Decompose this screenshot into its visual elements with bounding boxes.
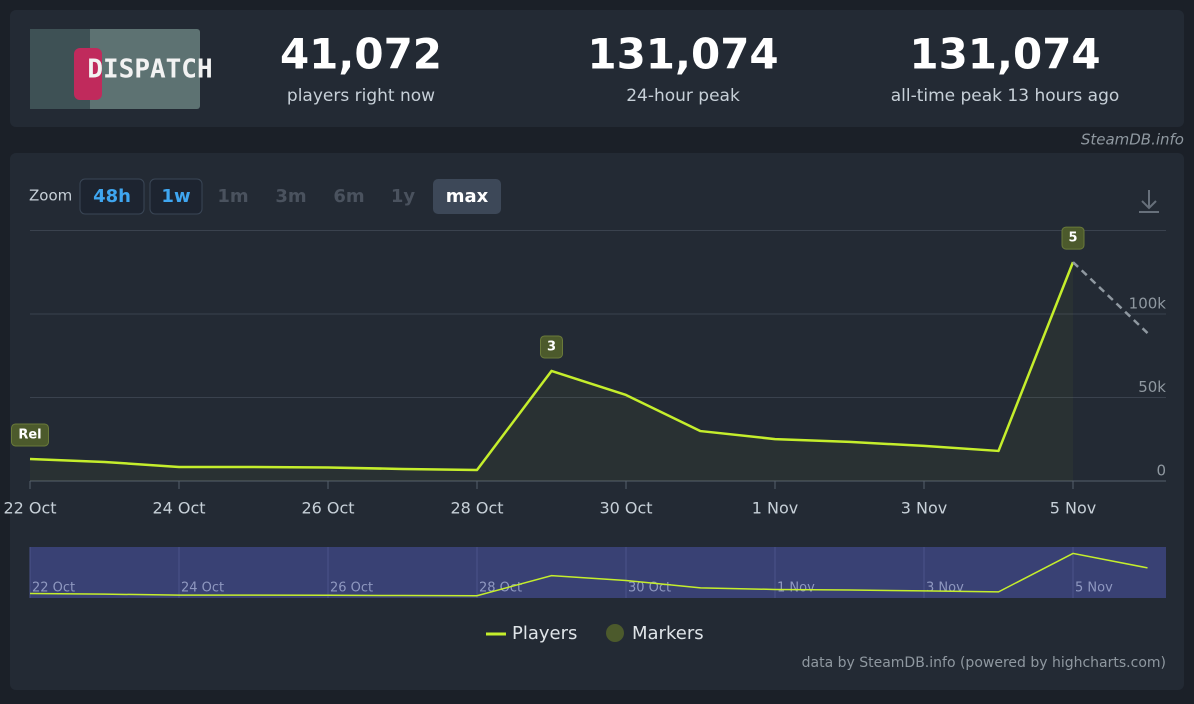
x-tick-label: 28 Oct (450, 499, 503, 518)
stat-label: 24-hour peak (626, 86, 740, 106)
zoom-button[interactable]: 6m (333, 186, 364, 207)
projected-line (1072, 261, 1149, 334)
zoom-button[interactable]: 48h (93, 186, 131, 207)
legend-marker-symbol (606, 624, 624, 642)
zoom-button-bg[interactable] (79, 178, 145, 215)
plot: 0 50k 100k 22 Oct 24 Oct 26 Oct 28 Oct 30 Oct 1 … (3, 226, 1167, 518)
marker-flag[interactable] (11, 423, 49, 447)
zoom-button[interactable]: 3m (275, 186, 306, 207)
stats-panel (10, 10, 1184, 127)
x-tick-label: 1 Nov (752, 499, 799, 518)
game-logo: DISPATCH (87, 55, 212, 85)
zoom-button-bg[interactable] (149, 178, 203, 215)
stat-label: players right now (287, 86, 435, 106)
x-tick-label: 24 Oct (152, 499, 205, 518)
zoom-button[interactable]: max (446, 186, 489, 207)
navigator-label: 5 Nov (1075, 581, 1113, 596)
navigator-content: 22 Oct 24 Oct 26 Oct 28 Oct 30 Oct 1 Nov 3 Nov… (29, 547, 1148, 598)
download-icon[interactable] (1139, 190, 1159, 213)
navigator-line (29, 552, 1148, 597)
zoom-button[interactable]: 1y (391, 186, 416, 207)
marker-label[interactable]: 5 (1068, 231, 1077, 246)
legend-entry[interactable]: Players (512, 623, 577, 644)
stat-value: 131,074 (909, 30, 1100, 79)
stat-value: 41,072 (280, 30, 442, 79)
y-tick-label: 100k (1129, 295, 1167, 313)
x-tick-label: 26 Oct (301, 499, 354, 518)
line (29, 261, 1075, 472)
stat-value: 131,074 (587, 30, 778, 79)
x-tick-label: 5 Nov (1050, 499, 1097, 518)
zoom-button[interactable]: 1m (217, 186, 248, 207)
navigator-label: 24 Oct (181, 581, 224, 596)
y-tick-label: 50k (1138, 378, 1166, 396)
zoom-button[interactable]: 1w (161, 186, 190, 207)
navigator-label: 26 Oct (330, 581, 373, 596)
zoom-button-bg[interactable] (433, 179, 501, 214)
credit: data by SteamDB.info (powered by highcha… (802, 655, 1166, 671)
source-link[interactable]: SteamDB.info (1081, 131, 1184, 149)
legend-entry[interactable]: Markers (632, 623, 704, 644)
x-tick-label: 30 Oct (599, 499, 652, 518)
marker-flag[interactable] (1061, 226, 1085, 250)
navigator-label: 1 Nov (777, 581, 815, 596)
marker-flag[interactable] (540, 335, 563, 359)
y-tick-label: 0 (1156, 462, 1166, 480)
navigator-label: 22 Oct (32, 581, 75, 596)
x-tick-label: 22 Oct (3, 499, 56, 518)
x-tick-label: 3 Nov (901, 499, 948, 518)
marker-label[interactable]: 3 (547, 339, 556, 354)
navigator (30, 547, 1166, 598)
zoom-label: Zoom (29, 187, 72, 205)
game-image-figure (74, 48, 102, 100)
zoom-buttons: 48h 1w 1m 3m 6m 1y max (79, 178, 501, 215)
marker-label[interactable]: Rel (18, 427, 41, 442)
stat-label: all-time peak 13 hours ago (891, 86, 1120, 106)
navigator-label: 3 Nov (926, 581, 964, 596)
